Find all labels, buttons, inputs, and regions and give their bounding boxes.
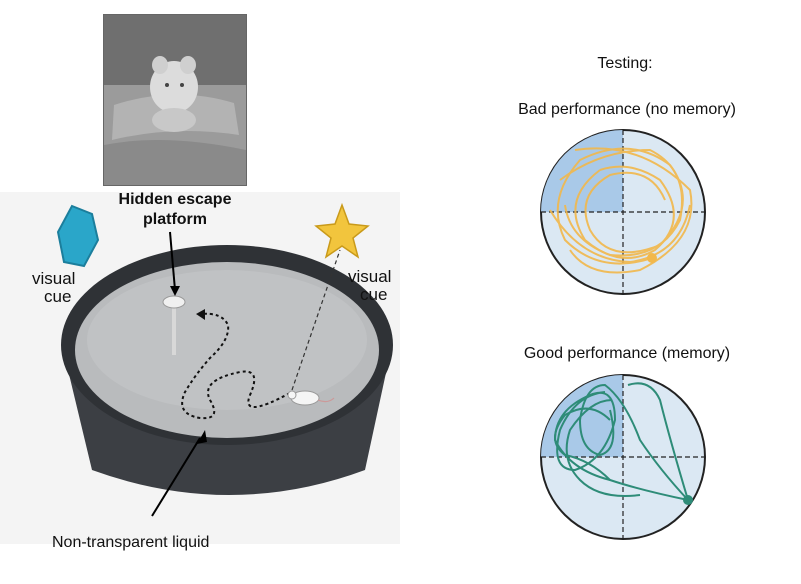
platform-label-line2: platform [143,211,207,228]
hexagon-cue-icon [56,204,100,268]
cue-left-label: visual cue [32,270,75,306]
platform-pointer [169,231,176,291]
cue-left-line2: cue [44,287,72,306]
platform-label-line1: Hidden escape [118,191,232,208]
good-path-start [683,495,693,505]
cue-right-label: visual cue [348,268,391,304]
bad-pool [540,129,706,295]
platform-post [172,305,176,355]
star-cue-icon [314,202,370,259]
cue-right-line2: cue [360,285,388,304]
liquid-pointer [151,437,201,517]
good-swim-path [553,382,689,501]
cue-left-line1: visual [32,269,76,288]
rat-photo [103,14,247,186]
testing-heading: Testing: [597,55,653,72]
bad-performance-title: Bad performance (no memory) [518,101,736,118]
rat-photo-drawing [104,15,246,185]
good-performance-title: Good performance (memory) [523,345,731,362]
sight-line [291,249,341,391]
good-pool [540,374,706,540]
bad-target-quadrant [541,130,623,212]
bad-path-start [647,253,657,263]
platform-label: Hidden escape platform [100,190,250,230]
cue-right-line1: visual [348,267,392,286]
bad-swim-path [549,147,693,274]
liquid-label: Non-transparent liquid [52,534,210,551]
swim-path [181,312,291,420]
platform-icon [162,295,186,309]
